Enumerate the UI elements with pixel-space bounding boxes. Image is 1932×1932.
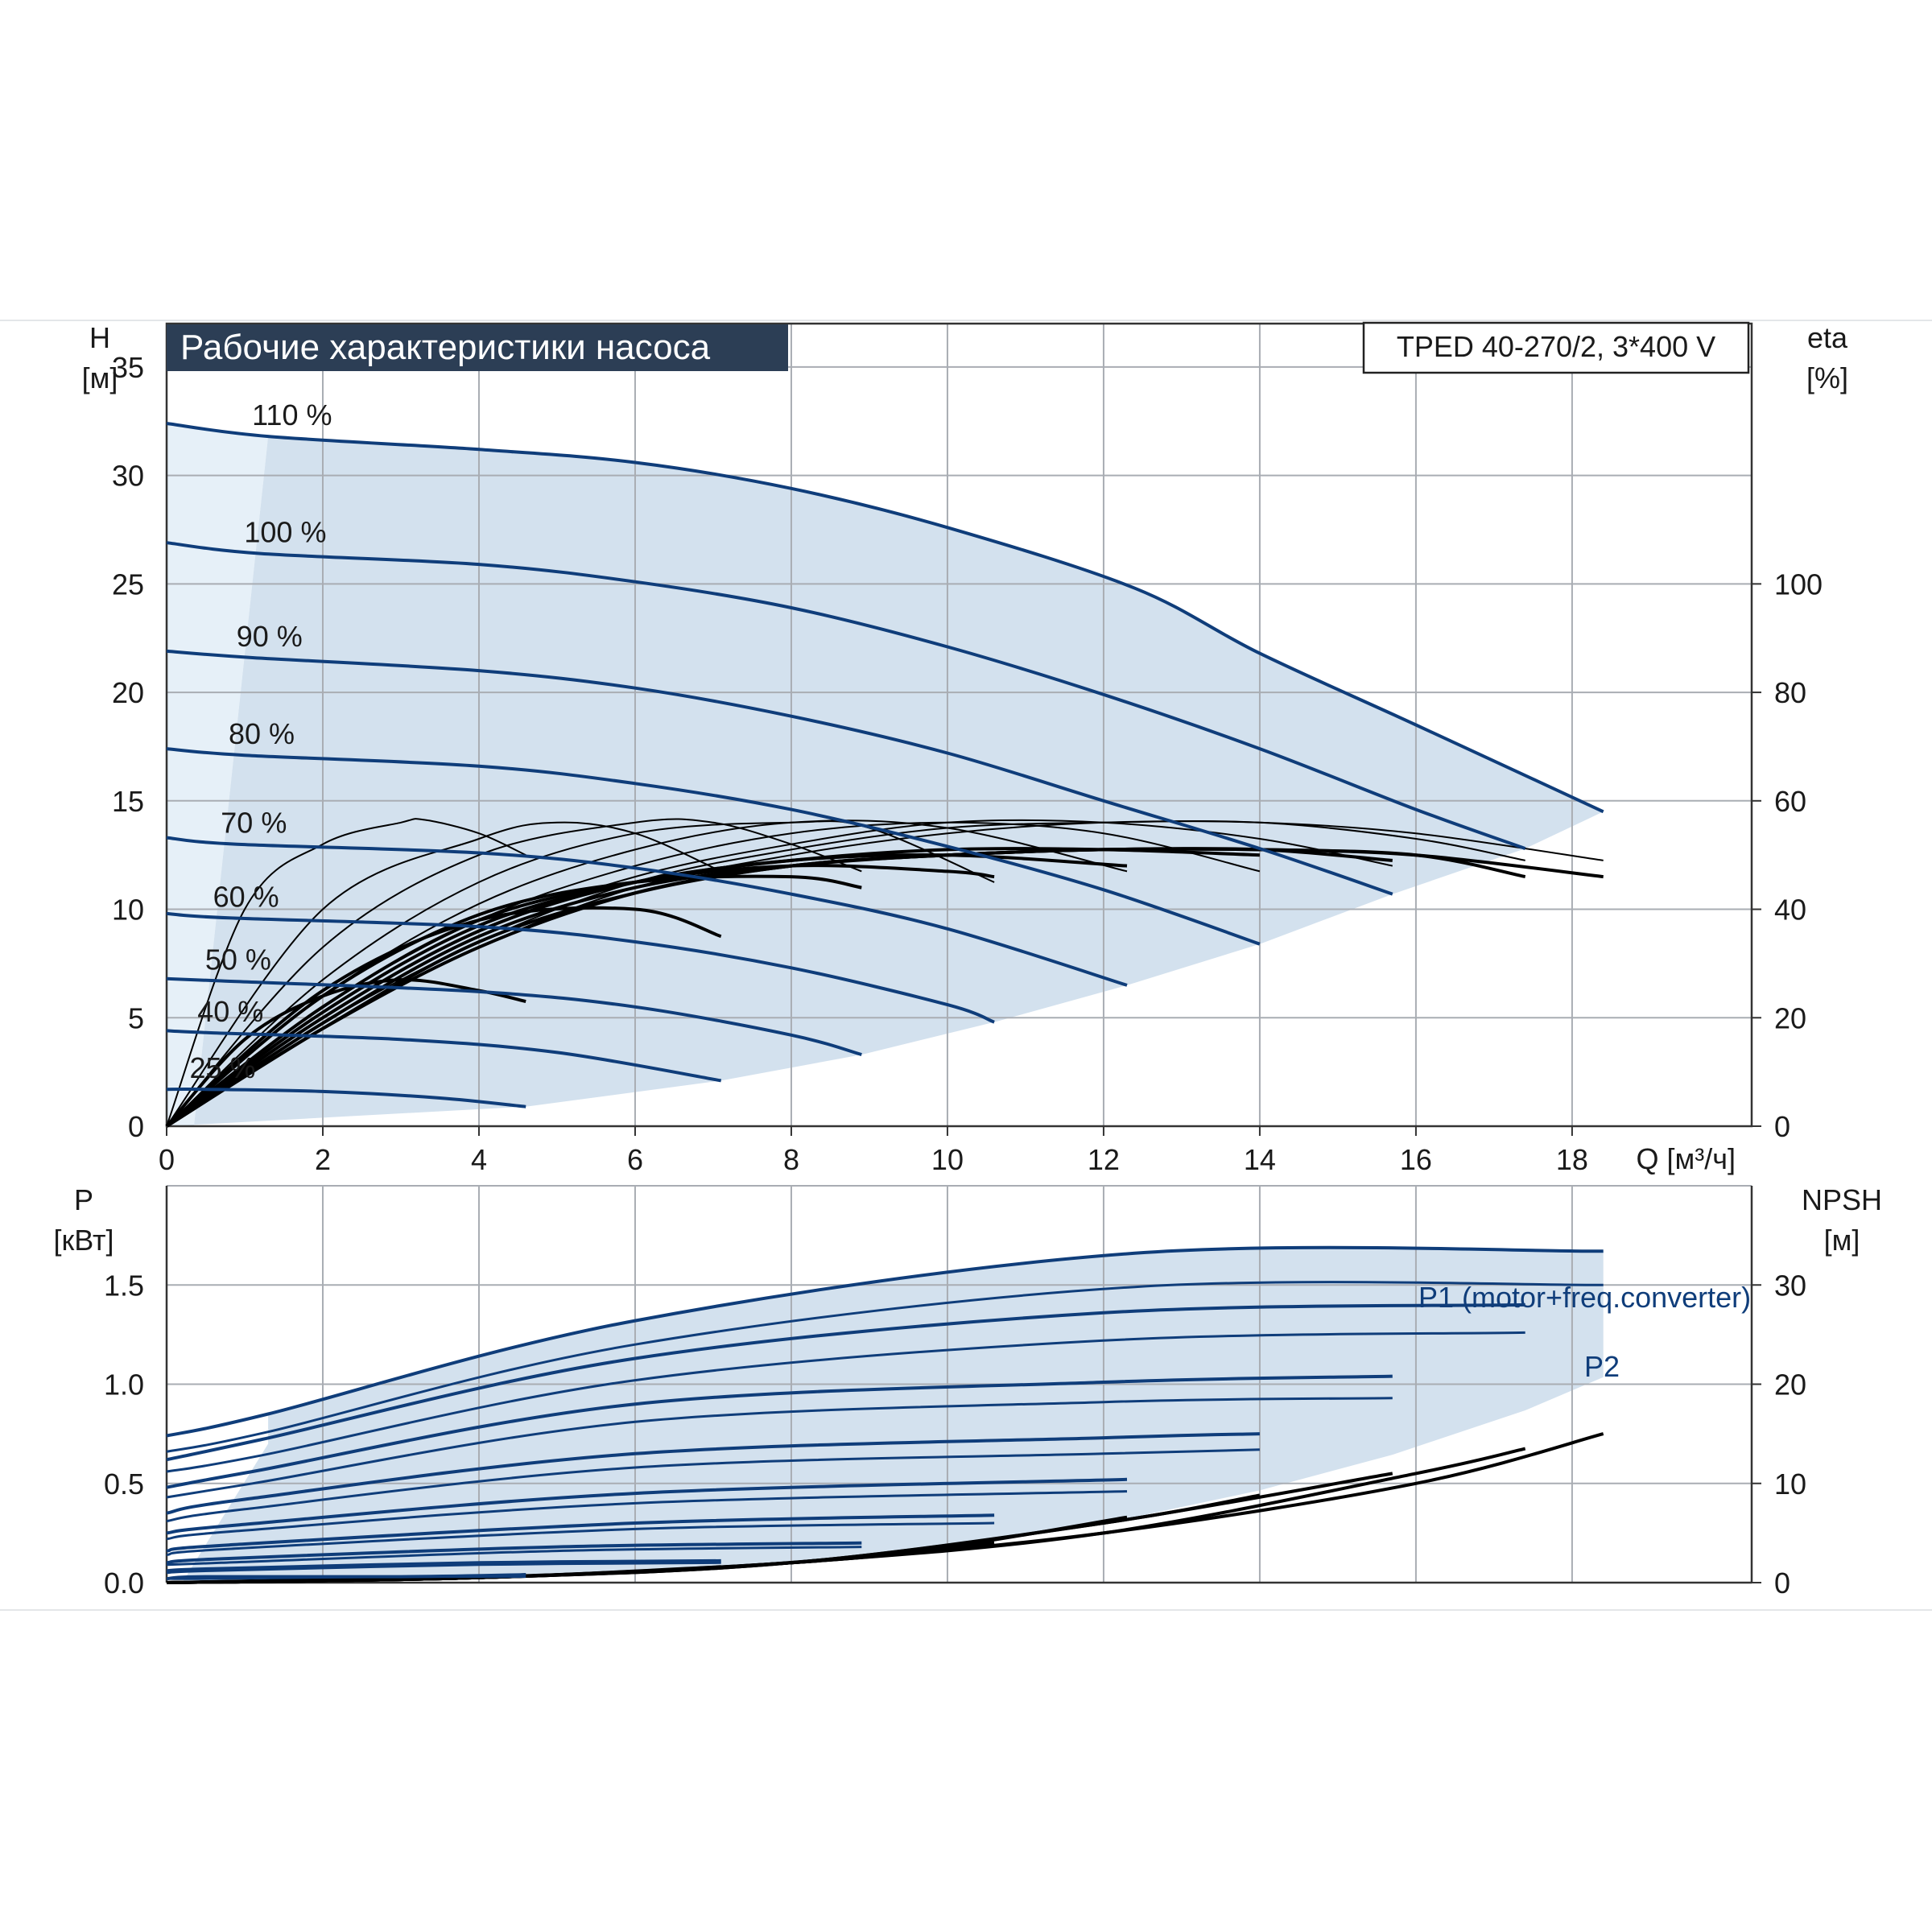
p1-curve bbox=[166, 1558, 721, 1573]
head-frame bbox=[165, 322, 1753, 1128]
power-tick-label: 1.0 bbox=[104, 1368, 144, 1402]
head-band bbox=[167, 436, 1604, 1126]
model-label: TPED 40-270/2, 3*400 V bbox=[1397, 330, 1715, 363]
p2-curve bbox=[166, 1281, 1604, 1453]
head-curve bbox=[166, 976, 862, 1057]
p2-curve bbox=[166, 1561, 721, 1575]
p1-curve bbox=[166, 1374, 1393, 1489]
power-tick-label: 0.0 bbox=[104, 1567, 144, 1600]
y-tick-label: 35 bbox=[112, 351, 144, 384]
power-axes: 0.0 0.5 1.0 1.5 0 10 20 30 bbox=[104, 1269, 1806, 1600]
x-tick-label: 14 bbox=[1244, 1143, 1276, 1176]
x-tick-label: 0 bbox=[159, 1143, 175, 1176]
p2-annotation: P2 bbox=[1584, 1350, 1620, 1383]
p1-curve bbox=[166, 1541, 862, 1565]
head-curve-label: 100 % bbox=[244, 516, 326, 549]
head-curve-label: 110 % bbox=[252, 398, 332, 431]
x-tick-label: 12 bbox=[1088, 1143, 1120, 1176]
x-tick-label: 10 bbox=[931, 1143, 964, 1176]
y-tick-label: 20 bbox=[112, 676, 144, 709]
y-tick-label: 5 bbox=[128, 1001, 144, 1034]
head-curve bbox=[166, 747, 1261, 946]
y-tick-label: 30 bbox=[112, 460, 144, 493]
head-curve-label: 25 % bbox=[189, 1051, 255, 1084]
y-tick-label: 10 bbox=[112, 894, 144, 927]
y-tick-label: 0 bbox=[128, 1110, 144, 1143]
x-tick-label: 18 bbox=[1556, 1143, 1588, 1176]
npsh-tick-label: 10 bbox=[1774, 1468, 1806, 1501]
y2-tick-label: 60 bbox=[1774, 785, 1806, 818]
y-tick-label: 15 bbox=[112, 785, 144, 818]
head-curve bbox=[166, 1029, 722, 1083]
y2-tick-label: 20 bbox=[1774, 1001, 1806, 1034]
chart-title: Рабочие характеристики насоса bbox=[180, 328, 711, 367]
head-curve bbox=[166, 1087, 526, 1108]
power-operating-range-band bbox=[182, 1247, 1604, 1583]
power-tick-label: 1.5 bbox=[104, 1269, 144, 1302]
head-curve-label: 50 % bbox=[205, 943, 271, 976]
eta-curve bbox=[166, 819, 1525, 1127]
x-tick-label: 6 bbox=[627, 1143, 643, 1176]
p2-curve bbox=[166, 1521, 995, 1556]
y2-tick-label: 100 bbox=[1774, 568, 1823, 601]
eta-curve bbox=[166, 818, 862, 1127]
p1-annotation: P1 (motor+freq.converter) bbox=[1418, 1281, 1751, 1314]
model-box bbox=[1362, 321, 1750, 374]
head-curves: 110 % 100 % 90 % 80 % 70 % 60 % 50 % 40 % 25 % bbox=[165, 398, 1604, 1128]
p1-curve bbox=[166, 1477, 1128, 1535]
head-curve-label: 90 % bbox=[237, 620, 303, 653]
head-curve bbox=[166, 422, 1604, 814]
p1-curve bbox=[166, 1573, 526, 1581]
head-curve bbox=[166, 541, 1526, 850]
eta-curve bbox=[166, 818, 526, 1127]
x-tick-label: 16 bbox=[1400, 1143, 1432, 1176]
power-band bbox=[182, 1247, 1604, 1583]
head-curve-label: 60 % bbox=[213, 880, 279, 913]
y-tick-label: 25 bbox=[112, 568, 144, 601]
y2-tick-label: 0 bbox=[1774, 1110, 1790, 1143]
eta-axis-title: eta bbox=[1807, 321, 1848, 354]
head-axis-title: H bbox=[89, 321, 110, 354]
head-operating-range-band bbox=[167, 423, 1604, 1126]
p2-curve bbox=[166, 1546, 862, 1567]
npsh-axis-unit: [м] bbox=[1824, 1224, 1860, 1257]
p1-curve bbox=[166, 1432, 1260, 1515]
head-curve bbox=[166, 911, 995, 1024]
eta-axis-unit: [%] bbox=[1806, 361, 1848, 394]
npsh-tick-label: 20 bbox=[1774, 1368, 1806, 1402]
head-axis-unit: [м] bbox=[82, 361, 118, 394]
power-axis-title: P bbox=[74, 1183, 93, 1216]
head-curve-label: 40 % bbox=[197, 995, 263, 1028]
npsh-tick-label: 0 bbox=[1774, 1567, 1790, 1600]
p1-curve bbox=[166, 1245, 1604, 1438]
power-axis-unit: [кВт] bbox=[53, 1224, 114, 1257]
flow-axis-title: Q [м³/ч] bbox=[1636, 1142, 1736, 1175]
eta-total-curve bbox=[165, 874, 862, 1128]
p1-curve bbox=[166, 1302, 1525, 1462]
p1-curve bbox=[166, 1513, 995, 1553]
eta-total-curve bbox=[165, 847, 1604, 1128]
p2-curve bbox=[166, 1448, 1260, 1523]
head-band-light bbox=[167, 423, 269, 1126]
power-curves bbox=[166, 1245, 1604, 1584]
power-tick-label: 0.5 bbox=[104, 1468, 144, 1501]
npsh-tick-label: 30 bbox=[1774, 1269, 1806, 1302]
p2-curve bbox=[166, 1397, 1393, 1499]
y2-tick-label: 40 bbox=[1774, 894, 1806, 927]
p2-curve bbox=[166, 1490, 1128, 1541]
x-tick-label: 2 bbox=[315, 1143, 331, 1176]
x-tick-label: 8 bbox=[783, 1143, 799, 1176]
head-curve-label: 70 % bbox=[221, 807, 287, 840]
p2-curve bbox=[166, 1331, 1525, 1473]
title-background bbox=[167, 324, 788, 371]
head-curve-label: 80 % bbox=[229, 717, 295, 750]
y2-tick-label: 80 bbox=[1774, 676, 1806, 709]
head-curve bbox=[166, 836, 1128, 987]
x-tick-label: 4 bbox=[471, 1143, 487, 1176]
npsh-axis-title: NPSH bbox=[1802, 1183, 1882, 1216]
head-axes: 0 2 4 6 8 10 12 14 16 18 0 5 10 15 20 25 30 35 0 20 40 60 80 10… bbox=[112, 351, 1823, 1176]
head-curve bbox=[166, 649, 1393, 896]
